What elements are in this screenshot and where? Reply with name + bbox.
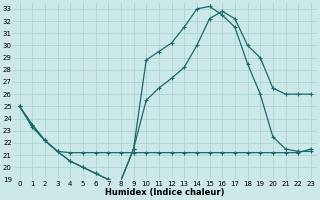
- X-axis label: Humidex (Indice chaleur): Humidex (Indice chaleur): [106, 188, 225, 197]
